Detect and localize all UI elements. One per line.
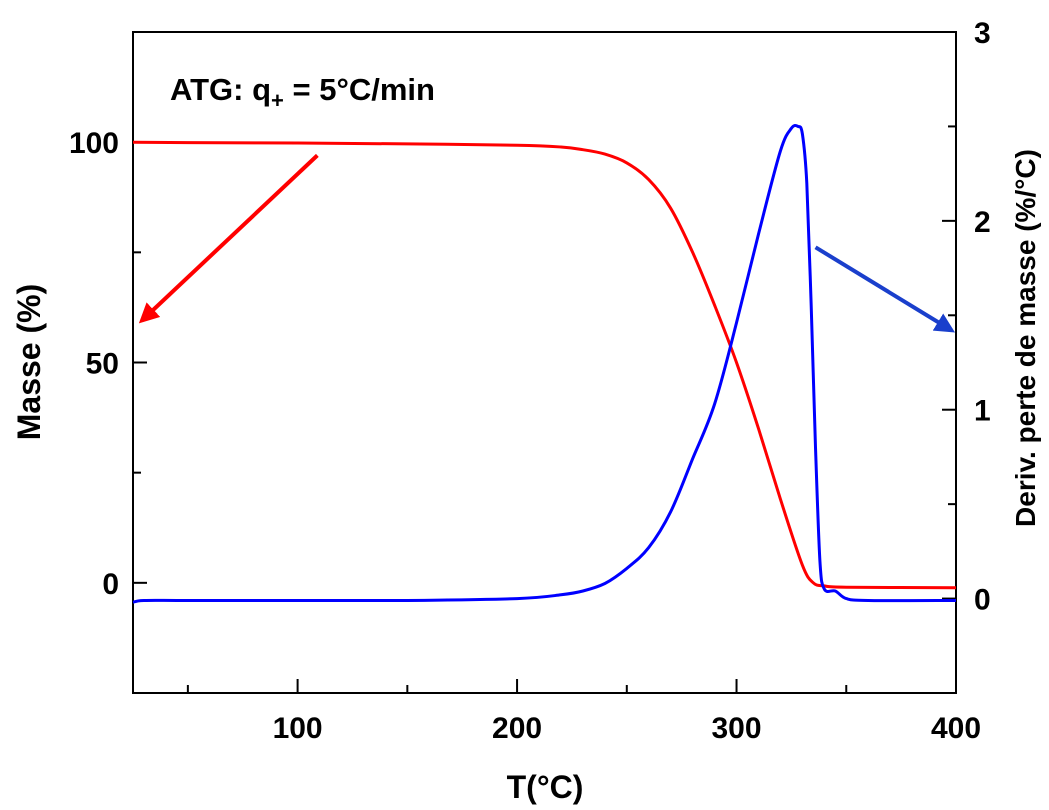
left-y-axis-ticks: 0 50 100	[69, 31, 147, 694]
x-axis-label: T(°C)	[507, 769, 584, 805]
right-y-tick-label: 2	[974, 206, 991, 239]
series-layer	[132, 123, 957, 604]
annotation-main: ATG: q	[170, 72, 271, 107]
right-y-axis-label: Deriv. perte de masse (%/°C)	[1010, 149, 1041, 527]
plot-frame	[132, 31, 957, 694]
left-axis-arrow	[138, 153, 319, 324]
mass-curve	[132, 140, 957, 590]
x-axis-ticks: 100 200 300 400	[186, 679, 981, 745]
derivative-curve	[132, 123, 957, 604]
x-tick-label: 200	[492, 712, 542, 745]
left-y-tick-label: 100	[69, 127, 119, 160]
right-axis-arrow	[814, 245, 956, 333]
right-y-tick-label: 0	[974, 584, 991, 617]
left-y-axis-label: Masse (%)	[11, 284, 47, 441]
annotation-arrows	[138, 153, 956, 333]
right-y-axis-ticks: 0 1 2 3	[942, 17, 991, 694]
annotation-subscript: +	[271, 88, 284, 113]
x-tick-label: 300	[712, 712, 762, 745]
x-tick-label: 400	[931, 712, 981, 745]
annotation-rest: = 5°C/min	[284, 72, 435, 107]
right-y-tick-label: 1	[974, 395, 991, 428]
left-y-tick-label: 50	[86, 348, 119, 381]
left-y-tick-label: 0	[102, 568, 119, 601]
right-y-tick-label: 3	[974, 17, 991, 50]
annotation-text: ATG: q+ = 5°C/min	[170, 72, 435, 113]
x-tick-label: 100	[273, 712, 323, 745]
